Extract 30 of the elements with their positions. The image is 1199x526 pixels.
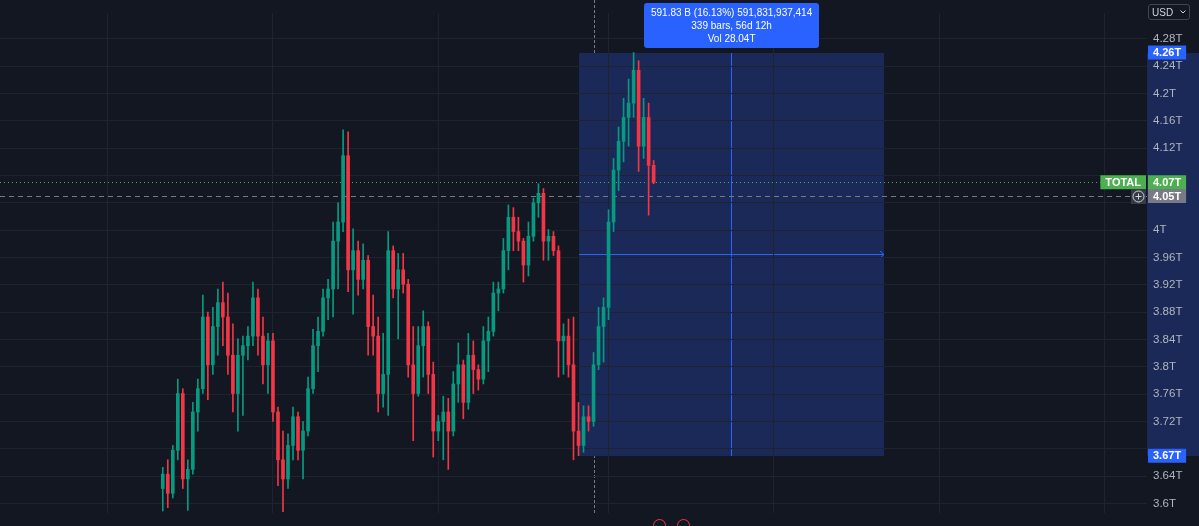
y-tick-label: 3.84T [1153,332,1183,345]
annotation: 3.67T [1153,449,1182,462]
annotation: 591.83 B (16.13%) 591,831,937,414 [651,6,813,19]
y-tick-label: 4.12T [1153,141,1183,154]
y-tick-label: 3.92T [1153,278,1183,291]
y-tick-label: 4.24T [1153,59,1183,72]
y-tick-label: 3.76T [1153,387,1183,400]
annotation: Vol 28.04T [706,32,757,45]
annotation: 4.05T [1153,189,1182,202]
y-tick-label: 3.64T [1153,469,1183,482]
candlestick [326,279,330,321]
y-tick-label: 3.8T [1153,360,1177,373]
annotation: 4.26T [1153,46,1182,59]
currency-dropdown: USD [1148,4,1190,20]
annotation: 4.07T [1153,175,1182,188]
y-tick-label: 3.96T [1153,250,1183,263]
y-tick-label: 3.6T [1153,496,1177,509]
y-tick-label: 3.72T [1153,414,1183,427]
y-tick-label: 4.2T [1153,86,1177,99]
tooltip: 591.83 B (16.13%) 591,831,937,414 339 bars, 56d 12h Vol 28.04T [644,3,820,48]
candlestick [396,253,401,340]
ref-line-label: TOTAL [1105,175,1142,188]
candlestick [336,202,340,290]
candlestick [221,281,225,347]
y-tick-label: 4.16T [1153,114,1183,127]
candlestick [351,228,355,315]
y-tick-label: 3.88T [1153,305,1183,318]
annotation: 339 bars, 56d 12h [690,19,773,32]
y-tick-label: 4T [1153,223,1167,236]
y-tick-label: 4.28T [1153,32,1183,45]
